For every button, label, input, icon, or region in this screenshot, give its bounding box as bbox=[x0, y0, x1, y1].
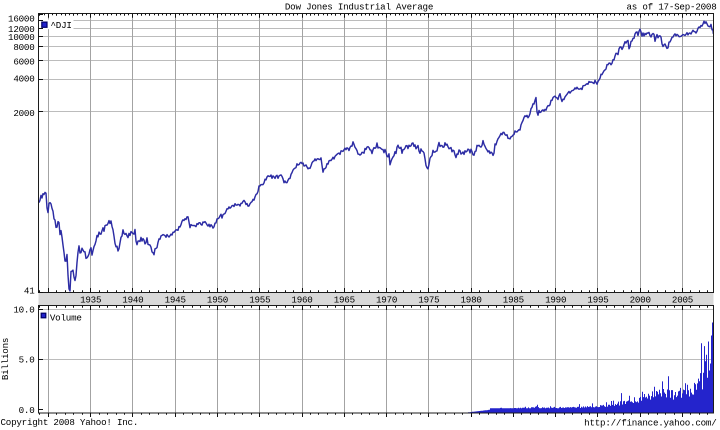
svg-text:5.0: 5.0 bbox=[19, 355, 35, 366]
svg-text:1965: 1965 bbox=[334, 295, 355, 306]
svg-text:1935: 1935 bbox=[80, 295, 101, 306]
svg-text:Dow Jones Industrial Average: Dow Jones Industrial Average bbox=[285, 2, 433, 13]
svg-text:1995: 1995 bbox=[587, 295, 608, 306]
svg-text:0.0: 0.0 bbox=[19, 405, 35, 416]
svg-text:as of 17-Sep-2008: as of 17-Sep-2008 bbox=[627, 2, 717, 13]
svg-text:1940: 1940 bbox=[122, 295, 143, 306]
svg-text:http://finance.yahoo.com/: http://finance.yahoo.com/ bbox=[584, 418, 716, 429]
svg-text:2000: 2000 bbox=[630, 295, 651, 306]
svg-text:Copyright 2008 Yahoo! Inc.: Copyright 2008 Yahoo! Inc. bbox=[1, 417, 139, 428]
svg-text:12000: 12000 bbox=[8, 24, 34, 35]
svg-text:8000: 8000 bbox=[13, 42, 34, 53]
svg-text:1990: 1990 bbox=[545, 295, 566, 306]
svg-text:2005: 2005 bbox=[672, 295, 693, 306]
svg-text:Volume: Volume bbox=[50, 312, 82, 323]
svg-text:10000: 10000 bbox=[8, 32, 34, 43]
svg-text:2000: 2000 bbox=[13, 108, 34, 119]
svg-text:4000: 4000 bbox=[13, 74, 34, 85]
svg-text:1945: 1945 bbox=[165, 295, 186, 306]
svg-text:16000: 16000 bbox=[8, 14, 34, 25]
svg-text:1980: 1980 bbox=[461, 295, 482, 306]
svg-text:41: 41 bbox=[24, 285, 35, 296]
svg-text:1970: 1970 bbox=[376, 295, 397, 306]
svg-text:1950: 1950 bbox=[207, 295, 228, 306]
svg-text:^DJI: ^DJI bbox=[51, 20, 72, 31]
svg-text:1955: 1955 bbox=[249, 295, 270, 306]
svg-text:6000: 6000 bbox=[13, 56, 34, 67]
svg-text:1960: 1960 bbox=[291, 295, 312, 306]
svg-text:1975: 1975 bbox=[418, 295, 439, 306]
svg-text:1985: 1985 bbox=[503, 295, 524, 306]
svg-text:Billions: Billions bbox=[0, 338, 11, 380]
svg-text:10.0: 10.0 bbox=[13, 305, 34, 316]
